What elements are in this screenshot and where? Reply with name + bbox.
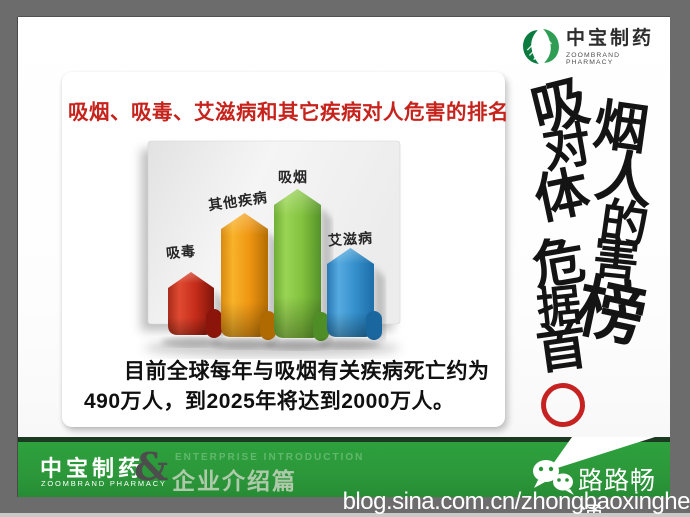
footer-series-cn: 企业介绍篇 bbox=[172, 468, 297, 494]
card-title: 吸烟、吸毒、艾滋病和其它疾病对人危害的排名 bbox=[68, 101, 509, 124]
harm-ranking-chart-svg bbox=[141, 140, 401, 357]
bar-label-aids: 艾滋病 bbox=[327, 229, 374, 249]
poster-page: 中宝制药 ZOOMBRAND PHARMACY 吸烟、吸毒、艾滋病和其它疾病对人… bbox=[18, 17, 670, 517]
body-line-2: 490万人，到2025年将达到2000万人。 bbox=[84, 390, 455, 414]
footer-bar-topline bbox=[18, 437, 670, 442]
footer-brand-cn: 中宝制药 bbox=[40, 456, 145, 481]
footer-ampersand: & bbox=[134, 444, 169, 489]
bar-drugs bbox=[161, 272, 225, 347]
bottom-edge-strip bbox=[0, 513, 690, 517]
calligraphy-char: 体 bbox=[528, 158, 596, 232]
card-body-text: 目前全球每年与吸烟有关疾病死亡约为 490万人，到2025年将达到2000万人。 bbox=[84, 357, 490, 418]
calligraphy-char: 首 bbox=[533, 315, 591, 382]
harm-ranking-chart: 吸毒 其他疾病 吸烟 艾滋病 bbox=[62, 72, 505, 427]
bar-label-drugs: 吸毒 bbox=[165, 242, 197, 262]
harm-ranking-card: 吸烟、吸毒、艾滋病和其它疾病对人危害的排名 bbox=[62, 72, 509, 427]
wechat-icon bbox=[532, 458, 576, 501]
footer-series-en: ENTERPRISE INTRODUCTION bbox=[175, 452, 365, 463]
bar-label-smoking: 吸烟 bbox=[278, 169, 308, 185]
red-seal-ring-icon bbox=[538, 380, 588, 430]
brand-leaf-icon bbox=[522, 28, 560, 71]
brand-logo-text: 中宝制药 ZOOMBRAND PHARMACY bbox=[566, 28, 670, 66]
footer-brand-en: ZOOMBRAND PHARMACY bbox=[41, 479, 167, 488]
brand-name-en: ZOOMBRAND PHARMACY bbox=[566, 52, 621, 66]
wechat-account-name: 路路畅通 bbox=[578, 467, 657, 517]
brand-logo: 中宝制药 ZOOMBRAND PHARMACY bbox=[522, 28, 670, 71]
bar-smoking bbox=[265, 189, 332, 350]
blog-url-link[interactable]: blog.sina.com.cn/zhongbaoxinghe bbox=[342, 488, 690, 515]
body-line-1: 目前全球每年与吸烟有关疾病死亡约为 bbox=[124, 360, 490, 383]
speech-bubble-tail bbox=[523, 435, 683, 500]
brand-name-cn: 中宝制药 bbox=[566, 28, 655, 49]
bar-other-diseases bbox=[212, 213, 279, 349]
bar-aids bbox=[319, 248, 385, 349]
